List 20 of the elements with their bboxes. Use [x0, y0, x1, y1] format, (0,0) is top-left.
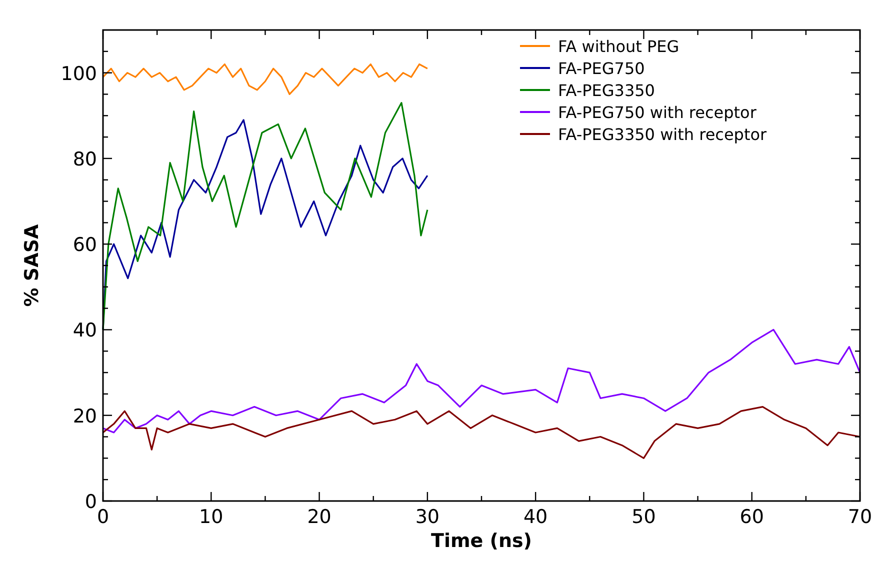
- legend-label: FA-PEG3350 with receptor: [558, 125, 768, 144]
- y-tick-label: 40: [72, 320, 97, 342]
- y-tick-label: 100: [60, 62, 97, 85]
- legend-label: FA-PEG750 with receptor: [558, 103, 757, 122]
- y-tick-label: 80: [72, 148, 97, 170]
- x-tick-label: 10: [199, 506, 224, 528]
- legend-label: FA-PEG3350: [558, 81, 655, 100]
- x-tick-label: 20: [307, 506, 332, 528]
- legend-label: FA without PEG: [558, 37, 680, 56]
- y-tick-label: 20: [72, 405, 97, 428]
- x-tick-label: 40: [523, 506, 548, 528]
- y-tick-label: 60: [72, 234, 97, 256]
- x-tick-label: 50: [632, 506, 656, 528]
- x-tick-label: 70: [848, 506, 872, 528]
- legend-label: FA-PEG750: [558, 59, 645, 78]
- x-tick-label: 30: [415, 506, 440, 528]
- x-axis-title: Time (ns): [431, 530, 532, 552]
- y-axis-title: % SASA: [21, 224, 43, 307]
- x-tick-label: 60: [740, 506, 764, 528]
- y-tick-label: 0: [84, 491, 97, 513]
